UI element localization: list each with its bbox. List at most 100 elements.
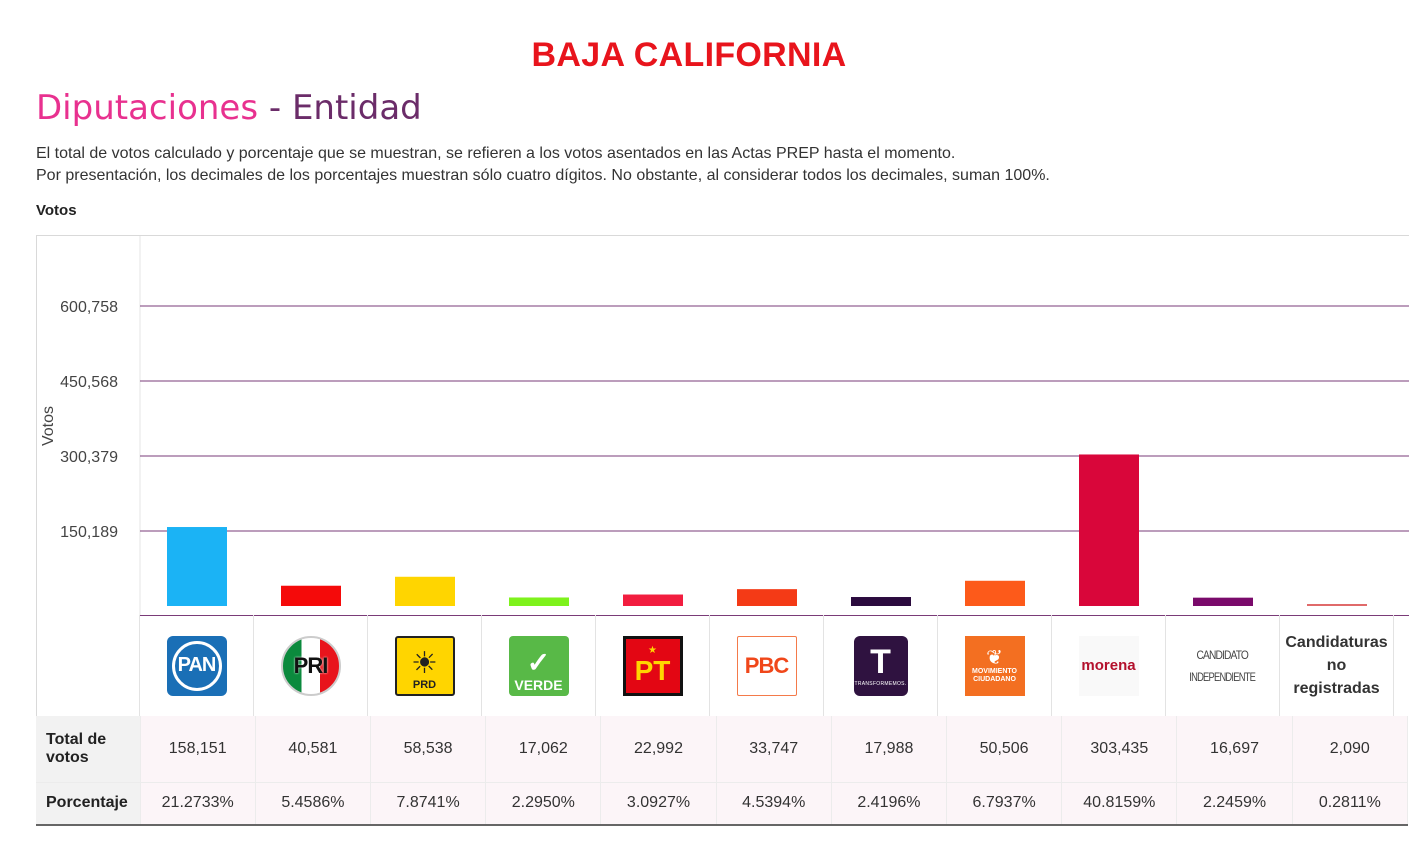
percentage-cell: 7.8741%: [370, 782, 487, 824]
no-registradas-label: Candidaturas no registradas: [1285, 631, 1387, 700]
pan-logo-ring: PAN: [171, 640, 222, 691]
bar-pt: [623, 594, 683, 606]
y-tick-label: 300,379: [60, 449, 118, 466]
prd-logo-text: PRD: [412, 678, 437, 691]
description: El total de votos calculado y porcentaje…: [36, 143, 1050, 187]
votes-cell: 2,090: [1292, 716, 1409, 783]
row-header-total-votos: Total de votos: [36, 716, 141, 783]
pt-logo-text: PT: [634, 654, 671, 686]
section-title-separator: -: [258, 88, 292, 128]
row-header-total-votos-line-2: votos: [46, 748, 89, 766]
party-cell-verde-logo: ✓ VERDE: [482, 615, 596, 716]
party-cell-pt-logo: ★ PT: [596, 615, 710, 716]
logo-row-header: [37, 615, 140, 716]
party-cell-transformemos-logo: T TRANSFORMEMOS.: [824, 615, 938, 716]
no-registradas-line-3: registradas: [1293, 680, 1380, 697]
bar-prd: [395, 576, 455, 606]
plot-background: [37, 236, 1409, 616]
bar-no-registradas: [1307, 604, 1367, 606]
votes-section-label: Votos: [36, 202, 77, 219]
votes-cell: 33,747: [716, 716, 832, 783]
party-cell-prd-logo: ☀ PRD: [368, 615, 482, 716]
party-cell-pri-logo: PRI: [254, 615, 368, 716]
independiente-logo-text-1: CANDIDATO: [1196, 647, 1249, 662]
percentage-cell: 0.2811%: [1292, 782, 1409, 824]
votes-cell: 58,538: [370, 716, 487, 783]
pri-logo: PRI: [280, 635, 341, 696]
bar-pbc: [737, 589, 797, 606]
sun-icon: ☀: [411, 646, 438, 680]
percentage-cell: 40.8159%: [1061, 782, 1178, 824]
party-cell-morena-logo: morena: [1052, 615, 1166, 716]
votes-cell: 17,988: [831, 716, 948, 783]
percentage-cell: 5.4586%: [255, 782, 372, 824]
independiente-logo-text-2: INDEPENDIENTE: [1189, 669, 1257, 684]
independiente-logo: CANDIDATO INDEPENDIENTE: [1189, 636, 1257, 696]
verde-logo-text: VERDE: [514, 676, 563, 693]
votes-cell: 40,581: [255, 716, 372, 783]
percentage-cell: 2.4196%: [831, 782, 948, 824]
y-tick-label: 150,189: [60, 524, 118, 541]
bar-pan: [167, 527, 227, 606]
y-tick-label: 600,758: [60, 299, 118, 316]
bar-pri: [281, 585, 341, 606]
row-header-porcentaje: Porcentaje: [36, 782, 141, 824]
pri-logo-text: PRI: [293, 652, 329, 678]
state-title: BAJA CALIFORNIA: [531, 36, 847, 74]
percentage-cell: 2.2950%: [485, 782, 602, 824]
y-tick-label: 450,568: [60, 374, 118, 391]
mc-logo-text-2: CIUDADANO: [973, 675, 1016, 683]
table-row-porcentaje: Porcentaje 21.2733% 5.4586% 7.8741% 2.2950%…: [36, 782, 1409, 824]
pbc-logo: PBC: [736, 635, 797, 696]
morena-logo-text: morena: [1081, 657, 1136, 674]
votes-cell: 16,697: [1176, 716, 1293, 783]
bar-independiente: [1193, 597, 1253, 606]
eagle-icon: ❦: [986, 646, 1003, 669]
no-registradas-line-1: Candidaturas: [1285, 634, 1388, 651]
no-registradas-line-2: no: [1326, 657, 1347, 674]
percentage-cell: 21.2733%: [140, 782, 256, 824]
transformemos-logo: T TRANSFORMEMOS.: [853, 635, 908, 696]
party-logos-row: PAN PRI ☀ PRD ✓ VERDE ★ PT PBC T TRANSFORMEMOS. ❦ MO…: [36, 615, 1409, 716]
pan-logo: PAN: [166, 635, 227, 696]
pbc-logo-text: PBC: [744, 652, 789, 678]
verde-logo: ✓ VERDE: [508, 635, 569, 696]
percentage-cell: 3.0927%: [600, 782, 717, 824]
t-letter-icon: T: [870, 642, 891, 681]
row-header-total-votos-line-1: Total de: [46, 730, 107, 748]
morena-logo: morena: [1078, 635, 1139, 696]
bar-mc: [965, 580, 1025, 606]
prd-logo: ☀ PRD: [394, 635, 455, 696]
votes-chart: Votos 150,189 300,379 450,568 600,758: [36, 235, 1409, 616]
votes-cell: 17,062: [485, 716, 602, 783]
star-icon: ★: [648, 644, 657, 656]
percentage-cell: 2.2459%: [1176, 782, 1293, 824]
results-table-area: Total de votos 158,151 40,581 58,538 17,062…: [36, 716, 1409, 824]
y-axis-title: Votos: [40, 406, 57, 446]
bar-morena: [1079, 454, 1139, 606]
percentage-cell: 4.5394%: [716, 782, 832, 824]
transformemos-logo-text: TRANSFORMEMOS.: [854, 680, 907, 687]
description-line-2: Por presentación, los decimales de los p…: [36, 167, 1050, 184]
percentage-cell: 6.7937%: [946, 782, 1063, 824]
section-title-sub: Entidad: [291, 88, 422, 128]
mc-logo-text-1: MOVIMIENTO: [972, 667, 1017, 675]
section-title: Diputaciones - Entidad: [36, 88, 422, 128]
party-cell-independiente-logo: CANDIDATO INDEPENDIENTE: [1166, 615, 1280, 716]
bar-verde: [509, 597, 569, 606]
party-cell-pan-logo: PAN: [140, 615, 254, 716]
votes-cell: 303,435: [1061, 716, 1178, 783]
party-cell-pbc-logo: PBC: [710, 615, 824, 716]
pt-logo: ★ PT: [622, 635, 683, 696]
toucan-icon: ✓: [526, 646, 551, 678]
bar-transformemos: [851, 597, 911, 606]
table-bottom-rule: [36, 824, 1408, 826]
party-cell-no-registradas-text: Candidaturas no registradas: [1280, 615, 1394, 716]
section-title-main: Diputaciones: [36, 88, 259, 128]
mc-logo: ❦ MOVIMIENTO CIUDADANO: [964, 635, 1025, 696]
votes-cell: 158,151: [140, 716, 256, 783]
votes-cell: 50,506: [946, 716, 1063, 783]
description-line-1: El total de votos calculado y porcentaje…: [36, 145, 956, 162]
results-table: Total de votos 158,151 40,581 58,538 17,062…: [36, 716, 1409, 824]
party-cell-mc-logo: ❦ MOVIMIENTO CIUDADANO: [938, 615, 1052, 716]
